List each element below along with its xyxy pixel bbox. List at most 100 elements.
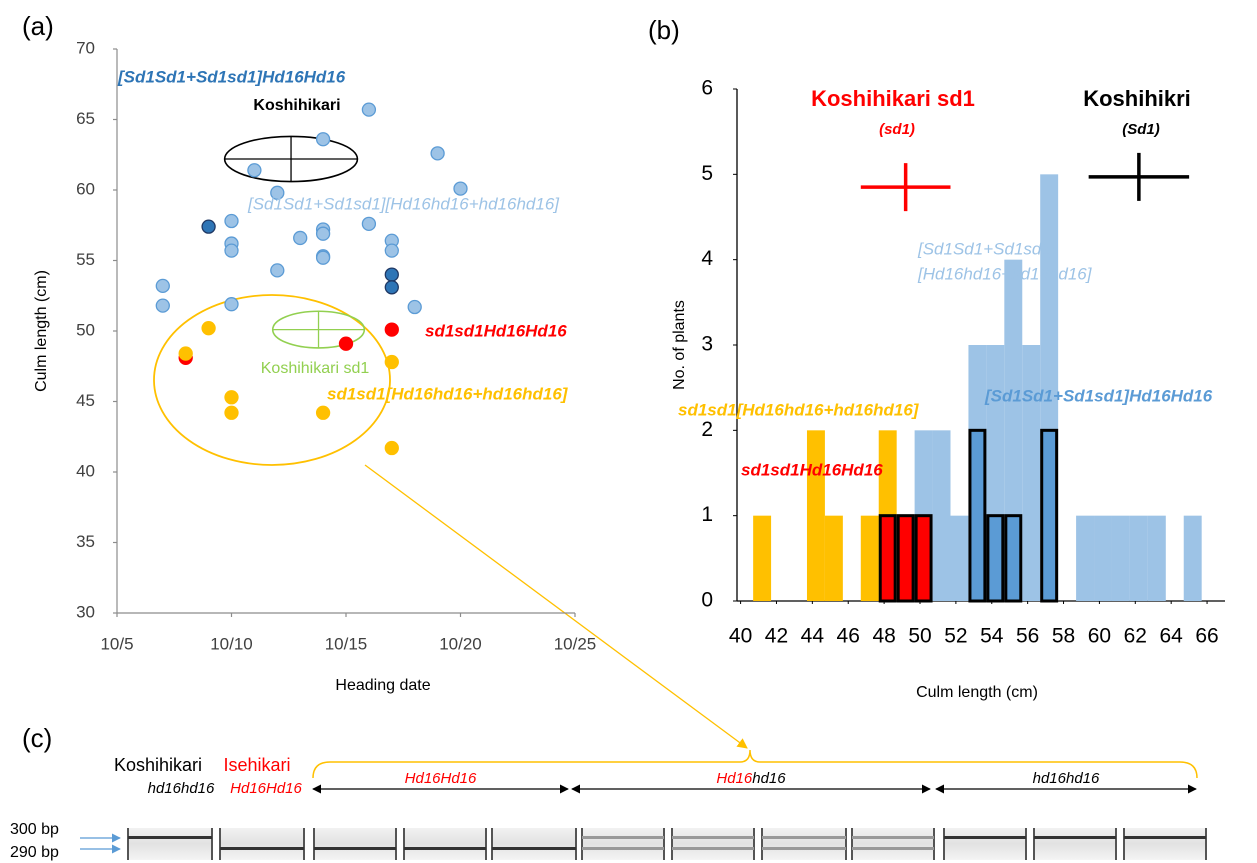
band [1124,836,1206,839]
ellipse-label: Koshihikari [253,97,340,114]
series-label: sd1sd1Hd16Hd16 [741,460,883,479]
band [582,847,664,850]
group-label: hd16hd16 [1033,770,1100,787]
y-tick-label: 3 [701,333,713,356]
group-label: Hd16hd16 [716,770,786,787]
zoom-ellipse [154,295,390,465]
y-tick-label: 5 [701,162,713,185]
point [385,356,398,369]
marker-sublabel: (sd1) [879,121,915,138]
bar [1112,516,1130,601]
bar [933,430,951,601]
x-tick-label: 54 [980,625,1004,648]
y-tick-label: 70 [76,38,95,57]
x-tick-label: 40 [729,625,752,648]
point [340,337,353,350]
band [492,847,576,850]
bar [1006,516,1021,601]
y-tick-label: 50 [76,320,95,339]
control-genotype: Hd16Hd16 [230,780,302,797]
x-tick-label: 44 [801,625,825,648]
label-part: hd16 [752,770,786,787]
bar [988,516,1003,601]
marker-sublabel: (Sd1) [1122,121,1160,138]
point [385,442,398,455]
gel-lane [220,828,304,860]
label-part: Hd16 [716,770,753,787]
point [385,268,398,281]
point [385,281,398,294]
band [762,847,846,850]
point [225,391,238,404]
gel-lane [762,828,846,860]
x-tick-label: 58 [1052,625,1075,648]
control-genotype: hd16hd16 [148,780,215,797]
bar [753,516,771,601]
marker-label: Koshihikri [1083,86,1191,111]
gel-lane [1124,828,1206,860]
y-axis-title: No. of plants [671,300,688,390]
x-tick-label: 46 [837,625,860,648]
x-axis-title: Heading date [335,677,430,694]
gel-lane [128,828,212,860]
x-tick-label: 50 [908,625,931,648]
point [454,182,467,195]
x-tick-label: 60 [1088,625,1111,648]
gel-lane [852,828,934,860]
bar [1130,516,1148,601]
label-part: Hd16Hd16 [405,770,477,787]
band [1034,836,1116,839]
band [762,836,846,839]
point [317,227,330,240]
control-name: Koshihikari [114,755,202,775]
point [202,220,215,233]
band [672,836,754,839]
point [179,347,192,360]
y-tick-label: 40 [76,461,95,480]
point [156,299,169,312]
bar [825,516,843,601]
marker-label: Koshihikari sd1 [811,86,975,111]
x-tick-label: 10/20 [439,634,482,653]
gel-lane [672,828,754,860]
bar [916,516,931,601]
y-tick-label: 35 [76,532,95,551]
band [672,847,754,850]
x-axis-title: Culm length (cm) [916,684,1038,701]
label-part: hd16hd16 [1033,770,1100,787]
bar [1094,516,1112,601]
point [294,231,307,244]
bar [880,516,895,601]
point [317,133,330,146]
x-tick-label: 66 [1195,625,1218,648]
gel-lane [1034,828,1116,860]
bar [970,430,985,601]
gel-lane [314,828,396,860]
point [431,147,444,160]
y-tick-label: 4 [701,247,713,270]
band [220,847,304,850]
point [317,406,330,419]
y-tick-label: 0 [701,589,713,612]
bar [1148,516,1166,601]
ellipse-group [225,136,358,181]
y-axis-title: Culm length (cm) [33,270,50,392]
size-marker: 290 bp [10,844,59,861]
size-marker: 300 bp [10,821,59,838]
bar [861,516,879,601]
y-tick-label: 65 [76,109,95,128]
band [852,836,934,839]
x-tick-label: 42 [765,625,788,648]
point [225,244,238,257]
y-tick-label: 55 [76,250,95,269]
point [225,215,238,228]
gel-lane [492,828,576,860]
series-label: [Sd1Sd1+Sd1sd1]Hd16Hd16 [984,386,1213,405]
point [271,264,284,277]
band [404,847,486,850]
point [317,251,330,264]
band [852,847,934,850]
x-tick-label: 52 [944,625,967,648]
gel-lane [944,828,1026,860]
y-tick-label: 1 [701,503,713,526]
